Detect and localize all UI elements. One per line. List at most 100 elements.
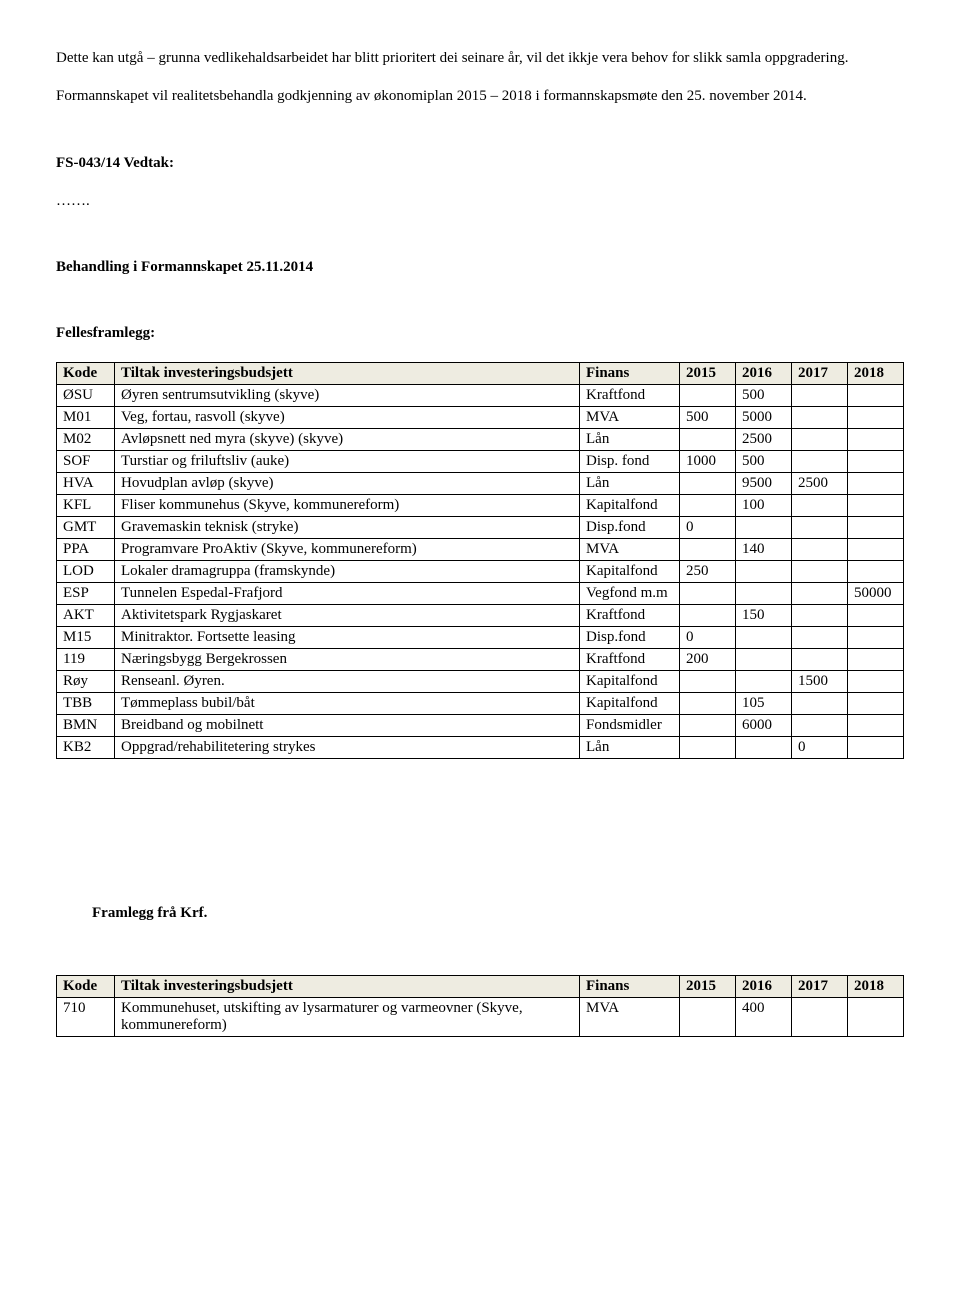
table-cell: [848, 450, 904, 472]
table-cell: Lokaler dramagruppa (framskynde): [115, 560, 580, 582]
table-cell: [680, 736, 736, 758]
table-cell: Kapitalfond: [580, 560, 680, 582]
table-cell: Kraftfond: [580, 648, 680, 670]
table-cell: Disp.fond: [580, 626, 680, 648]
table-cell: 50000: [848, 582, 904, 604]
table-row: PPAProgramvare ProAktiv (Skyve, kommuner…: [57, 538, 904, 560]
col-header: Kode: [57, 975, 115, 997]
table-cell: [736, 626, 792, 648]
intro-paragraph-2: Formannskapet vil realitetsbehandla godk…: [56, 86, 904, 106]
table-cell: [848, 472, 904, 494]
table-row: ESPTunnelen Espedal-FrafjordVegfond m.m5…: [57, 582, 904, 604]
table-cell: Lån: [580, 472, 680, 494]
table-cell: Veg, fortau, rasvoll (skyve): [115, 406, 580, 428]
table-cell: [680, 670, 736, 692]
table-cell: [848, 736, 904, 758]
table-row: M15Minitraktor. Fortsette leasingDisp.fo…: [57, 626, 904, 648]
table-cell: [736, 560, 792, 582]
table-row: Røy Renseanl. Øyren.Kapitalfond1500: [57, 670, 904, 692]
table-cell: [848, 692, 904, 714]
col-header: 2016: [736, 975, 792, 997]
table-cell: [848, 516, 904, 538]
table-cell: 2500: [792, 472, 848, 494]
table-cell: 2500: [736, 428, 792, 450]
table-cell: [848, 538, 904, 560]
table-cell: Aktivitetspark Rygjaskaret: [115, 604, 580, 626]
dots: …….: [56, 191, 904, 211]
table-cell: Kraftfond: [580, 604, 680, 626]
table-row: HVAHovudplan avløp (skyve)Lån95002500: [57, 472, 904, 494]
table-cell: [792, 997, 848, 1036]
table-cell: [736, 670, 792, 692]
table-cell: [792, 626, 848, 648]
table-cell: MVA: [580, 997, 680, 1036]
table-cell: AKT: [57, 604, 115, 626]
table-cell: TBB: [57, 692, 115, 714]
fellesframlegg-table: Kode Tiltak investeringsbudsjett Finans …: [56, 362, 904, 759]
table-cell: Tømmeplass bubil/båt: [115, 692, 580, 714]
table-row: SOFTurstiar og friluftsliv (auke)Disp. f…: [57, 450, 904, 472]
table-cell: MVA: [580, 538, 680, 560]
table-cell: MVA: [580, 406, 680, 428]
table-header-row: Kode Tiltak investeringsbudsjett Finans …: [57, 975, 904, 997]
table-row: 710Kommunehuset, utskifting av lysarmatu…: [57, 997, 904, 1036]
table-cell: [680, 582, 736, 604]
table-cell: [792, 560, 848, 582]
table-cell: [792, 604, 848, 626]
table-cell: [680, 428, 736, 450]
table-cell: [848, 626, 904, 648]
col-header: 2017: [792, 362, 848, 384]
table-cell: 105: [736, 692, 792, 714]
table-cell: [736, 516, 792, 538]
table-cell: 6000: [736, 714, 792, 736]
table-cell: [848, 714, 904, 736]
table-cell: 200: [680, 648, 736, 670]
table-cell: SOF: [57, 450, 115, 472]
table-cell: [680, 692, 736, 714]
table-cell: [792, 406, 848, 428]
table-cell: GMT: [57, 516, 115, 538]
intro-paragraph-1: Dette kan utgå – grunna vedlikehaldsarbe…: [56, 48, 904, 68]
table-cell: ØSU: [57, 384, 115, 406]
table-cell: Fliser kommunehus (Skyve, kommunereform): [115, 494, 580, 516]
table-cell: Næringsbygg Bergekrossen: [115, 648, 580, 670]
col-header: 2017: [792, 975, 848, 997]
table-cell: Øyren sentrumsutvikling (skyve): [115, 384, 580, 406]
table-cell: [848, 428, 904, 450]
fellesframlegg-heading: Fellesframlegg:: [56, 323, 904, 343]
table-cell: [792, 582, 848, 604]
table-cell: Tunnelen Espedal-Frafjord: [115, 582, 580, 604]
table-cell: HVA: [57, 472, 115, 494]
table-row: M01Veg, fortau, rasvoll (skyve)MVA500500…: [57, 406, 904, 428]
table-cell: [680, 714, 736, 736]
col-header: 2015: [680, 362, 736, 384]
table-cell: Kraftfond: [580, 384, 680, 406]
table-cell: [680, 384, 736, 406]
table-cell: 0: [680, 516, 736, 538]
table-cell: 250: [680, 560, 736, 582]
table-cell: [792, 692, 848, 714]
table-cell: [848, 997, 904, 1036]
table-cell: [792, 494, 848, 516]
col-header: 2018: [848, 362, 904, 384]
table-row: BMNBreidband og mobilnettFondsmidler6000: [57, 714, 904, 736]
table-cell: Gravemaskin teknisk (stryke): [115, 516, 580, 538]
table-cell: [680, 538, 736, 560]
table-cell: 0: [792, 736, 848, 758]
table-cell: 500: [736, 450, 792, 472]
table-cell: Vegfond m.m: [580, 582, 680, 604]
table-cell: [848, 670, 904, 692]
table-cell: M02: [57, 428, 115, 450]
table-row: LODLokaler dramagruppa (framskynde)Kapit…: [57, 560, 904, 582]
table-cell: [792, 428, 848, 450]
table-cell: PPA: [57, 538, 115, 560]
table-cell: Avløpsnett ned myra (skyve) (skyve): [115, 428, 580, 450]
table-header-row: Kode Tiltak investeringsbudsjett Finans …: [57, 362, 904, 384]
table-cell: 100: [736, 494, 792, 516]
table-cell: [680, 472, 736, 494]
table-cell: [792, 516, 848, 538]
table-cell: Røy: [57, 670, 115, 692]
table-cell: [792, 450, 848, 472]
vedtak-heading: FS-043/14 Vedtak:: [56, 153, 904, 173]
col-header: Finans: [580, 362, 680, 384]
